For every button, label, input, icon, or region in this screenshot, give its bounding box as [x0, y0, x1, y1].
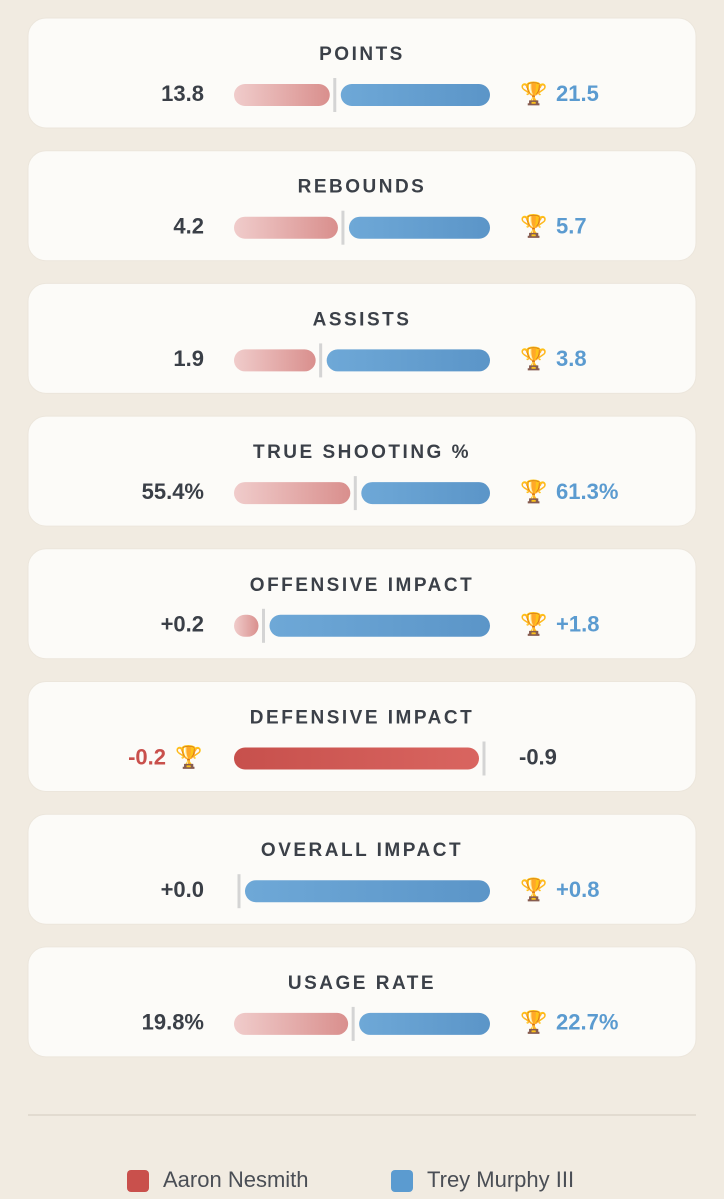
metric-label: OVERALL IMPACT — [261, 840, 463, 861]
right-bar — [245, 880, 490, 903]
metric-label: OFFENSIVE IMPACT — [250, 575, 474, 596]
left-bar — [234, 482, 351, 505]
right-bar — [326, 349, 490, 372]
trophy: 🏆 — [520, 346, 547, 371]
card — [27, 17, 697, 129]
left-bar — [234, 1012, 349, 1035]
left-bar — [234, 747, 479, 770]
left-value: 19.8% — [142, 1010, 204, 1035]
left-bar — [234, 84, 330, 106]
card — [27, 681, 697, 792]
metric-label: POINTS — [319, 44, 405, 65]
right-bar — [348, 216, 490, 239]
trophy: 🏆 — [520, 1010, 547, 1035]
metric-label: ASSISTS — [313, 309, 412, 330]
card — [27, 946, 697, 1058]
left-value: +0.2 — [161, 612, 204, 637]
right-value: 22.7% — [556, 1010, 618, 1035]
trophy: 🏆 — [175, 744, 202, 769]
right-bar — [361, 482, 490, 505]
right-value: -0.9 — [519, 744, 557, 769]
right-value: 61.3% — [556, 479, 618, 504]
left-value: 1.9 — [173, 346, 204, 371]
card — [27, 282, 697, 394]
legend-swatch — [127, 1170, 149, 1192]
right-value: 3.8 — [556, 346, 587, 371]
card — [27, 415, 697, 527]
legend-swatch — [391, 1170, 413, 1192]
right-value: +1.8 — [556, 612, 599, 637]
legend-label: Aaron Nesmith — [163, 1167, 309, 1192]
trophy: 🏆 — [520, 612, 547, 637]
card — [27, 548, 697, 660]
right-bar — [340, 84, 490, 106]
left-bar — [234, 614, 259, 637]
left-value: +0.0 — [161, 877, 204, 902]
left-value: -0.2 — [128, 744, 166, 769]
right-value: +0.8 — [556, 877, 599, 902]
right-bar — [359, 1012, 490, 1035]
metric-label: TRUE SHOOTING % — [253, 442, 471, 463]
right-value: 5.7 — [556, 214, 587, 239]
trophy: 🏆 — [520, 479, 547, 504]
metric-label: USAGE RATE — [288, 973, 436, 994]
trophy: 🏆 — [520, 214, 547, 239]
metric-label: REBOUNDS — [298, 177, 427, 198]
left-value: 55.4% — [142, 479, 204, 504]
left-value: 13.8 — [161, 81, 204, 106]
left-bar — [234, 216, 338, 239]
left-bar — [234, 349, 316, 372]
legend-label: Trey Murphy III — [427, 1167, 574, 1192]
left-value: 4.2 — [173, 214, 204, 239]
card — [27, 813, 697, 925]
card — [27, 150, 697, 262]
right-value: 21.5 — [556, 81, 599, 106]
trophy: 🏆 — [520, 81, 547, 106]
metric-label: DEFENSIVE IMPACT — [250, 708, 474, 729]
right-bar — [269, 614, 490, 637]
trophy: 🏆 — [520, 877, 547, 902]
